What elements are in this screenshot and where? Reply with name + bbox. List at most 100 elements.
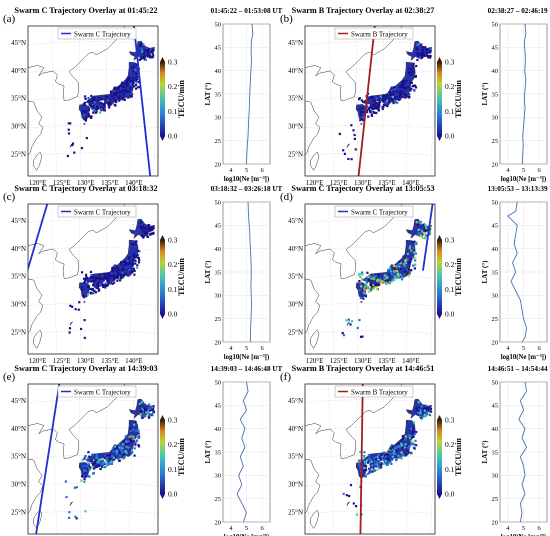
panel-letter: (e) <box>3 371 16 383</box>
graticule-lon <box>405 384 412 534</box>
tec-point <box>408 272 412 275</box>
tec-point <box>375 282 379 285</box>
satellite-trajectory <box>35 384 61 534</box>
y-tick-label: 25 <box>215 316 222 323</box>
tec-point <box>133 423 136 426</box>
tec-point <box>372 103 376 107</box>
tec-point <box>130 449 134 452</box>
tec-point <box>125 84 128 87</box>
tec-point <box>420 405 423 408</box>
tec-point <box>345 494 348 497</box>
lat-tick-label: 25°N <box>288 150 303 158</box>
tec-point <box>400 440 403 443</box>
tec-point <box>112 278 116 281</box>
satellite-trajectory <box>422 204 434 271</box>
tec-point <box>412 264 415 267</box>
graticule-lon <box>128 384 135 534</box>
tec-point <box>112 450 115 453</box>
tec-point <box>396 270 399 273</box>
tec-point <box>82 464 85 468</box>
map-frame <box>304 25 436 177</box>
tec-point <box>361 278 364 281</box>
tec-point <box>129 79 132 82</box>
tec-point <box>406 273 410 276</box>
tec-point <box>95 465 99 468</box>
tec-point <box>127 440 131 443</box>
tec-point <box>378 464 381 468</box>
tec-point <box>86 285 89 289</box>
y-tick-label: 50 <box>492 199 499 206</box>
tec-point <box>374 105 378 108</box>
tec-point <box>393 452 396 455</box>
tec-point <box>87 108 90 111</box>
legend-label: Swarm C Trajectory <box>74 388 131 396</box>
y-tick-label: 45 <box>492 45 499 52</box>
tec-point <box>112 274 115 278</box>
lat-tick-label: 25°N <box>288 328 303 336</box>
tec-point <box>386 274 389 277</box>
tec-point <box>129 439 133 443</box>
tec-point <box>386 282 389 285</box>
lon-tick-label: 130°E <box>77 357 95 365</box>
tec-point <box>68 516 71 519</box>
tec-point <box>377 277 380 280</box>
tec-point <box>423 404 426 408</box>
tec-point <box>380 458 383 461</box>
colorbar-max-arrow <box>160 415 165 420</box>
tec-point <box>87 463 90 466</box>
tec-point <box>394 96 397 99</box>
tec-point <box>86 464 89 468</box>
tec-point <box>371 97 374 100</box>
tec-point <box>410 249 413 252</box>
tec-point <box>101 465 104 469</box>
tec-point <box>109 102 112 105</box>
tec-point <box>113 445 116 448</box>
tec-point <box>413 84 416 87</box>
lat-tick-label: 35°N <box>288 453 303 461</box>
lon-tick-label: 125°E <box>53 179 71 187</box>
tec-point <box>92 283 95 287</box>
y-tick-label: 40 <box>215 68 222 75</box>
tec-point <box>121 85 125 88</box>
tec-point <box>404 435 408 438</box>
colorbar-tick-label: 0.0 <box>168 132 178 141</box>
lat-tick-label: 25°N <box>288 508 303 516</box>
lat-tick-label: 25°N <box>11 328 26 336</box>
graticule-lon <box>405 26 412 176</box>
tec-point <box>407 446 410 449</box>
tec-point <box>359 276 362 279</box>
tec-point <box>397 442 400 445</box>
lat-tick-label: 45°N <box>288 39 303 47</box>
tec-point <box>396 273 399 276</box>
tec-point <box>358 96 361 100</box>
tec-point <box>400 442 403 445</box>
colorbar-tick-label: 0.1 <box>445 285 455 294</box>
tec-point <box>378 457 381 460</box>
tec-point <box>409 434 412 437</box>
tec-point <box>391 452 395 455</box>
tec-point <box>410 440 413 444</box>
lat-tick-label: 35°N <box>11 95 26 103</box>
tec-point <box>121 445 124 448</box>
tec-point <box>411 68 414 71</box>
tec-point <box>416 223 420 226</box>
tec-point <box>84 112 87 115</box>
tec-point <box>377 276 380 279</box>
tec-point <box>372 275 375 278</box>
tec-point <box>81 111 84 114</box>
tec-point <box>94 461 98 464</box>
y-tick-label: 25 <box>492 138 499 145</box>
lon-tick-label: 130°E <box>354 179 372 187</box>
tec-point <box>373 469 376 472</box>
tec-point <box>123 455 126 459</box>
lon-tick-label: 120°E <box>29 357 47 365</box>
tec-point <box>397 275 400 278</box>
tec-point <box>148 403 151 406</box>
tec-point <box>138 86 141 89</box>
tec-point <box>107 275 110 279</box>
tec-point <box>136 86 139 89</box>
tec-point <box>92 111 95 114</box>
tec-point <box>386 457 389 460</box>
tec-point <box>84 278 87 281</box>
tec-point <box>88 101 91 104</box>
